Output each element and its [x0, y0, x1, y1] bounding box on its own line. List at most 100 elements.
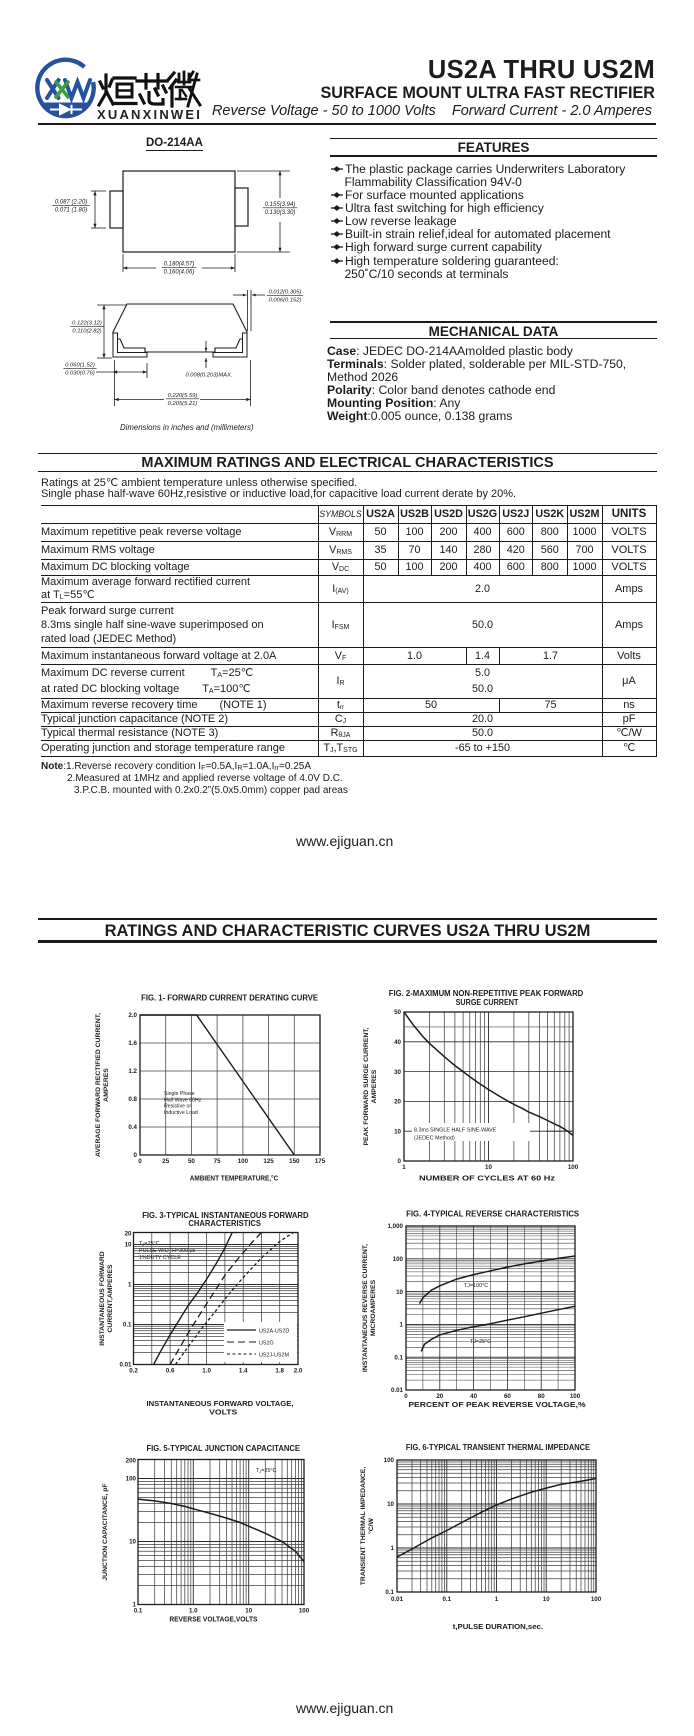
- svg-text:0.030(0.76): 0.030(0.76): [65, 371, 95, 377]
- svg-text:0.006(0.152): 0.006(0.152): [269, 298, 302, 304]
- svg-text:PULSE WIDTH=300 μs: PULSE WIDTH=300 μs: [139, 1248, 196, 1254]
- svg-text:30: 30: [394, 1069, 401, 1076]
- svg-text:100: 100: [591, 1596, 602, 1603]
- svg-text:100: 100: [299, 1608, 310, 1615]
- svg-text:0: 0: [398, 1158, 402, 1165]
- svg-text:VOLTS: VOLTS: [209, 1408, 237, 1417]
- svg-text:t,PULSE DURATION,sec.: t,PULSE DURATION,sec.: [453, 1622, 543, 1631]
- svg-text:0.01: 0.01: [391, 1387, 404, 1394]
- svg-text:0.205(5.21): 0.205(5.21): [168, 401, 198, 407]
- svg-text:(JEDEC Method): (JEDEC Method): [414, 1136, 455, 1142]
- svg-text:AVERAGE FORWARD RECTIFIED CURR: AVERAGE FORWARD RECTIFIED CURRENT,: [95, 1013, 102, 1157]
- svg-text:0.01: 0.01: [391, 1596, 404, 1603]
- svg-text:0: 0: [404, 1393, 408, 1400]
- svg-text:40: 40: [394, 1039, 401, 1046]
- svg-text:0.008(0.203)MAX.: 0.008(0.203)MAX.: [185, 373, 232, 379]
- svg-text:AMBIENT TEMPERATURE,°C: AMBIENT TEMPERATURE,°C: [190, 1174, 279, 1183]
- svg-text:INSTANTANEOUS REVERSE CURRENT,: INSTANTANEOUS REVERSE CURRENT,: [362, 1244, 369, 1372]
- svg-text:0.1: 0.1: [394, 1354, 403, 1361]
- svg-text:60: 60: [504, 1393, 511, 1400]
- svg-text:NUMBER OF CYCLES AT 60 Hz: NUMBER OF CYCLES AT 60 Hz: [419, 1174, 555, 1183]
- svg-text:TJ=25°C: TJ=25°C: [256, 1468, 277, 1474]
- svg-text:1: 1: [128, 1282, 132, 1289]
- svg-text:0.6: 0.6: [166, 1368, 175, 1375]
- svg-text:100: 100: [568, 1164, 579, 1171]
- svg-text:8.3ms SINGLE HALF SINE-WAVE: 8.3ms SINGLE HALF SINE-WAVE: [414, 1128, 497, 1134]
- svg-text:TJ=100°C: TJ=100°C: [464, 1283, 488, 1289]
- svg-text:US2G: US2G: [259, 1340, 274, 1346]
- svg-text:0.060(1.52): 0.060(1.52): [65, 363, 95, 369]
- svg-text:1.4: 1.4: [239, 1368, 248, 1375]
- svg-text:0.155(3.94): 0.155(3.94): [265, 202, 296, 208]
- svg-text:20: 20: [125, 1231, 132, 1238]
- svg-text:Half Wave 60Hz: Half Wave 60Hz: [164, 1097, 202, 1103]
- svg-text:0.1: 0.1: [134, 1608, 143, 1615]
- svg-text:0.110(2.82): 0.110(2.82): [72, 329, 101, 335]
- svg-text:FIG. 4-TYPICAL REVERSE CHARACT: FIG. 4-TYPICAL REVERSE CHARACTERISTICS: [406, 1210, 580, 1219]
- svg-text:AMPERES: AMPERES: [103, 1068, 110, 1102]
- svg-text:Inductive Load: Inductive Load: [164, 1110, 198, 1116]
- svg-text:1: 1: [402, 1164, 406, 1171]
- svg-text:0.160(4.06): 0.160(4.06): [164, 270, 195, 276]
- svg-text:AMPERES: AMPERES: [371, 1069, 378, 1103]
- svg-text:FIG. 5-TYPICAL JUNCTION CAPACI: FIG. 5-TYPICAL JUNCTION CAPACITANCE: [147, 1444, 301, 1453]
- svg-text:10: 10: [543, 1596, 550, 1603]
- svg-text:FIG. 2-MAXIMUM NON-REPETITIVE: FIG. 2-MAXIMUM NON-REPETITIVE PEAK FORWA…: [389, 989, 584, 998]
- svg-text:0.220(5.59): 0.220(5.59): [168, 393, 198, 399]
- svg-text:1.0: 1.0: [189, 1608, 198, 1615]
- svg-text:0.4: 0.4: [128, 1124, 137, 1131]
- svg-text:10: 10: [394, 1128, 401, 1135]
- svg-text:75: 75: [214, 1158, 221, 1165]
- svg-text:0.01: 0.01: [119, 1362, 132, 1369]
- svg-text:0.071 (1.80): 0.071 (1.80): [55, 208, 87, 214]
- svg-text:50: 50: [188, 1158, 195, 1165]
- svg-text:0.2: 0.2: [129, 1368, 138, 1375]
- svg-text:INSTANTANEOUS FORWARD: INSTANTANEOUS FORWARD: [99, 1251, 106, 1345]
- svg-text:0.087 (2.20): 0.087 (2.20): [55, 200, 87, 206]
- svg-text:Single Phase: Single Phase: [164, 1091, 195, 1097]
- svg-text:0.180(4.57): 0.180(4.57): [164, 262, 195, 268]
- svg-text:20: 20: [436, 1393, 443, 1400]
- svg-text:1: 1: [495, 1596, 499, 1603]
- svg-text:1: 1: [391, 1545, 395, 1552]
- svg-text:US2A-US2D: US2A-US2D: [259, 1328, 289, 1334]
- svg-text:80: 80: [538, 1393, 545, 1400]
- svg-text:CHARACTERISTICS: CHARACTERISTICS: [188, 1219, 261, 1228]
- svg-text:US2J-US2M: US2J-US2M: [259, 1352, 289, 1358]
- svg-text:1,000: 1,000: [388, 1223, 404, 1230]
- svg-text:TJ=25°C: TJ=25°C: [139, 1241, 160, 1247]
- svg-text:40: 40: [470, 1393, 477, 1400]
- svg-text:1: 1: [133, 1602, 137, 1609]
- svg-text:°C/W: °C/W: [367, 1517, 375, 1534]
- svg-text:200: 200: [126, 1458, 137, 1465]
- svg-text:TJ=25°C: TJ=25°C: [470, 1339, 491, 1345]
- svg-text:FIG. 6-TYPICAL TRANSIENT THERM: FIG. 6-TYPICAL TRANSIENT THERMAL IMPEDAN…: [406, 1443, 591, 1452]
- svg-text:1.0: 1.0: [202, 1368, 211, 1375]
- svg-text:0: 0: [134, 1152, 138, 1159]
- svg-text:1: 1: [400, 1322, 404, 1329]
- svg-text:0.122(3.12): 0.122(3.12): [72, 321, 102, 327]
- svg-text:1.2: 1.2: [128, 1068, 137, 1075]
- svg-text:150: 150: [289, 1158, 300, 1165]
- svg-text:175: 175: [315, 1158, 326, 1165]
- svg-text:Resistive or: Resistive or: [164, 1104, 191, 1110]
- svg-text:0.1: 0.1: [123, 1322, 132, 1329]
- svg-text:SURGE CURRENT: SURGE CURRENT: [456, 998, 519, 1007]
- svg-text:2.0: 2.0: [294, 1368, 303, 1375]
- svg-text:FIG. 1- FORWARD CURRENT DERATI: FIG. 1- FORWARD CURRENT DERATING CURVE: [141, 994, 319, 1003]
- svg-text:1.6: 1.6: [128, 1040, 137, 1047]
- svg-text:0.130(3.30): 0.130(3.30): [265, 210, 296, 216]
- svg-text:PEAK FORWARD SURGE CURRENT,: PEAK FORWARD SURGE CURRENT,: [363, 1027, 370, 1145]
- svg-text:100: 100: [238, 1158, 249, 1165]
- svg-text:100: 100: [393, 1256, 404, 1263]
- svg-text:20: 20: [394, 1099, 401, 1106]
- svg-text:FIG. 3-TYPICAL INSTANTANEOUS F: FIG. 3-TYPICAL INSTANTANEOUS FORWARD: [142, 1211, 309, 1220]
- svg-text:10: 10: [396, 1289, 403, 1296]
- svg-text:10: 10: [245, 1608, 252, 1615]
- svg-text:100: 100: [384, 1457, 395, 1464]
- svg-text:0.8: 0.8: [128, 1096, 137, 1103]
- svg-text:0.1: 0.1: [442, 1596, 451, 1603]
- svg-text:100: 100: [570, 1393, 581, 1400]
- svg-text:10: 10: [387, 1501, 394, 1508]
- svg-text:1.8: 1.8: [275, 1368, 284, 1375]
